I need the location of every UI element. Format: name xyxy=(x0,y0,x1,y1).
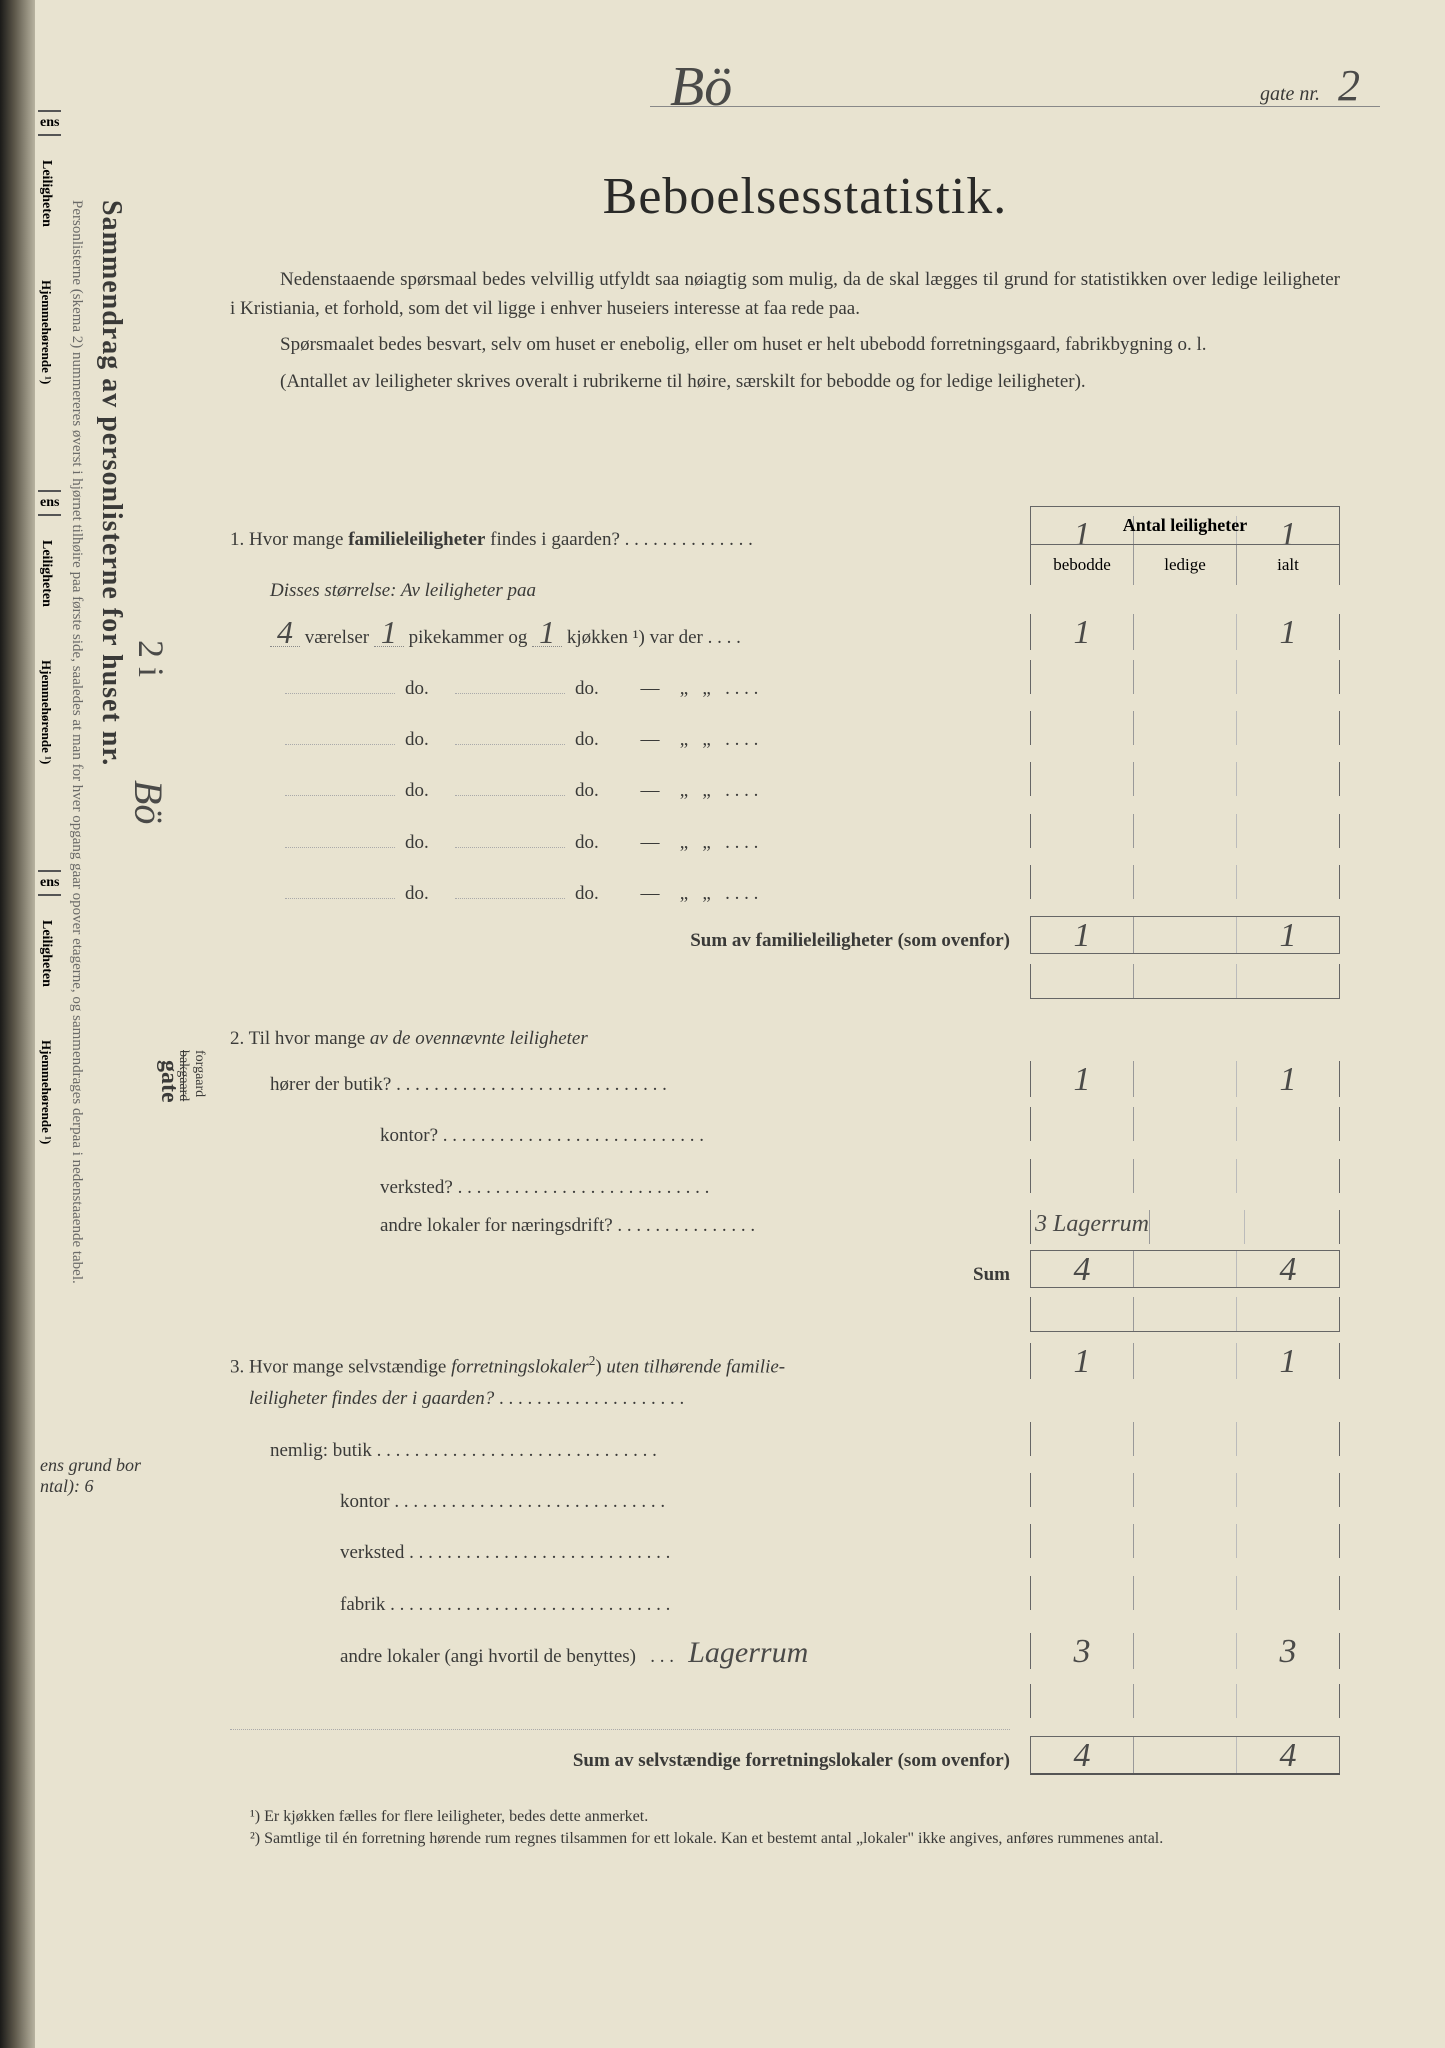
q3-sum: Sum av selvstændige forretningslokaler (… xyxy=(230,1736,1380,1777)
q1-size-text: 4 værelser 1 pikekammer og 1 kjøkken ¹) … xyxy=(230,618,1030,654)
q2-sum-i: 4 xyxy=(1237,1251,1340,1287)
do-row-5: do.do.— „ „ . . . . xyxy=(230,865,1380,910)
left-label-leil-1: Leiligheten xyxy=(38,160,54,227)
hw-vaerelser: 4 xyxy=(270,618,300,648)
q1-size-row: 4 værelser 1 pikekammer og 1 kjøkken ¹) … xyxy=(230,614,1380,654)
gap-2 xyxy=(230,1297,1380,1337)
handwritten-house-nr: 2 i xyxy=(130,640,172,677)
q2-andre-ans: 3 Lagerrum xyxy=(1031,1210,1150,1244)
col-ialt: ialt xyxy=(1237,545,1339,585)
do-row-3: do.do.— „ „ . . . . xyxy=(230,762,1380,807)
q3-i: 1 xyxy=(1237,1343,1340,1379)
handwritten-street: Bö xyxy=(670,55,732,119)
gap-1 xyxy=(230,964,1380,1004)
q1-sum-b: 1 xyxy=(1031,917,1134,953)
q3-butik: nemlig: butik . . . . . . . . . . . . . … xyxy=(230,1422,1380,1467)
footnote-2: ²) Samtlige til én forretning hørende ru… xyxy=(250,1830,1340,1848)
header-line: Bö gate nr. 2 xyxy=(650,80,1380,107)
q1-text: 1. Hvor mange familieleiligheter findes … xyxy=(230,524,1030,556)
left-label-ens: ens xyxy=(38,110,61,136)
forgaard-label: forgaard xyxy=(192,1050,207,1097)
do-row-1: do.do.— „ „ . . . . xyxy=(230,660,1380,705)
intro-p3: (Antallet av leiligheter skrives overalt… xyxy=(230,368,1340,397)
col-bebodde: bebodde xyxy=(1031,545,1134,585)
q1-sum-i: 1 xyxy=(1237,917,1340,953)
q3-andre: andre lokaler (angi hvortil de benyttes)… xyxy=(230,1627,1380,1678)
gate-nr-label: gate nr. xyxy=(1260,83,1320,105)
left-label-ens-3: ens xyxy=(38,870,61,896)
q3-blank xyxy=(230,1684,1380,1730)
hw-kjokken: 1 xyxy=(532,618,562,648)
left-label-hjemme-1: Hjemmehørende ¹) xyxy=(38,280,54,384)
footnotes: ¹) Er kjøkken fælles for flere leilighet… xyxy=(230,1808,1380,1848)
handwritten-nr: 2 xyxy=(1338,60,1360,111)
intro-p1: Nedenstaaende spørsmaal bedes velvillig … xyxy=(230,266,1340,323)
footnote-1: ¹) Er kjøkken fælles for flere leilighet… xyxy=(250,1808,1340,1826)
page-title: Beboelsesstatistik. xyxy=(230,167,1380,226)
q3-row: 3. Hvor mange selvstændige forretningslo… xyxy=(230,1343,1380,1416)
left-label-ens-2: ens xyxy=(38,490,61,516)
grund-line: ens grund bor xyxy=(40,1455,141,1476)
q2-sum: Sum 4 4 xyxy=(230,1250,1380,1291)
left-label-hjemme-2: Hjemmehørende ¹) xyxy=(38,660,54,764)
vertical-heading: Sammendrag av personlisterne for huset n… xyxy=(95,200,127,766)
vertical-subtext: Personlisterne (skema 2) nummereres øver… xyxy=(68,200,85,1284)
q1-sum-label: Sum av familieleiligheter (som ovenfor) xyxy=(230,925,1030,957)
col-ledige: ledige xyxy=(1134,545,1237,585)
table-header: Antal leiligheter bebodde ledige ialt xyxy=(1030,506,1340,585)
q3-kontor: kontor . . . . . . . . . . . . . . . . .… xyxy=(230,1473,1380,1518)
q2-sum-label: Sum xyxy=(230,1259,1030,1291)
table-wrapper: Antal leiligheter bebodde ledige ialt 1.… xyxy=(230,516,1380,1778)
do-row-4: do.do.— „ „ . . . . xyxy=(230,814,1380,859)
q3-b: 1 xyxy=(1031,1343,1134,1379)
q2-sum-b: 4 xyxy=(1031,1251,1134,1287)
intro-p2: Spørsmaalet bedes besvart, selv om huset… xyxy=(230,331,1340,360)
q2-andre: andre lokaler for næringsdrift? . . . . … xyxy=(230,1210,1380,1244)
q3-andre-b: 3 xyxy=(1031,1633,1134,1669)
q2-butik-b: 1 xyxy=(1031,1061,1134,1097)
q3-andre-ans: Lagerrum xyxy=(688,1636,808,1669)
q3-verksted: verksted . . . . . . . . . . . . . . . .… xyxy=(230,1524,1380,1569)
left-label-hjemme-3: Hjemmehørende ¹) xyxy=(38,1040,54,1144)
q2-butik: hører der butik? . . . . . . . . . . . .… xyxy=(230,1061,1380,1101)
intro-text: Nedenstaaende spørsmaal bedes velvillig … xyxy=(230,266,1380,396)
grund-bor-text: ens grund bor ntal): 6 xyxy=(40,1455,141,1497)
q3-fabrik: fabrik . . . . . . . . . . . . . . . . .… xyxy=(230,1576,1380,1621)
q1r-ialt: 1 xyxy=(1237,614,1340,650)
q3-sum-b: 4 xyxy=(1031,1737,1134,1773)
table-header-cols: bebodde ledige ialt xyxy=(1031,545,1339,585)
q1-size-cells: 1 1 xyxy=(1030,614,1340,650)
q1-sub-text: Disses størrelse: Av leiligheter paa xyxy=(230,575,1030,607)
q3-andre-i: 3 xyxy=(1237,1633,1340,1669)
handwritten-street-left: Bö xyxy=(125,780,172,824)
gaard-labels: forgaard bakgaard xyxy=(175,1050,207,1101)
left-label-leil-2: Leiligheten xyxy=(38,540,54,607)
left-label-leil-3: Leiligheten xyxy=(38,920,54,987)
q2-kontor: kontor? . . . . . . . . . . . . . . . . … xyxy=(230,1107,1380,1152)
ntal-line: ntal): 6 xyxy=(40,1476,141,1497)
q2-row: 2. Til hvor mange av de ovennævnte leili… xyxy=(230,1010,1380,1055)
q3-sum-i: 4 xyxy=(1237,1737,1340,1773)
questions: 1. Hvor mange familieleiligheter findes … xyxy=(230,516,1380,1778)
q1-sum-row: Sum av familieleiligheter (som ovenfor) … xyxy=(230,916,1380,957)
main-content: Bö gate nr. 2 Beboelsesstatistik. Nedens… xyxy=(230,80,1380,1852)
do-row-2: do.do.— „ „ . . . . xyxy=(230,711,1380,756)
book-binding xyxy=(0,0,35,2048)
q1r-bebodde: 1 xyxy=(1031,614,1134,650)
document-page: ens Leiligheten Hjemmehørende ¹) ens Lei… xyxy=(0,0,1445,2048)
hw-pikekammer: 1 xyxy=(374,618,404,648)
q2-butik-i: 1 xyxy=(1237,1061,1340,1097)
q2-verksted: verksted? . . . . . . . . . . . . . . . … xyxy=(230,1159,1380,1204)
bakgaard-label: bakgaard xyxy=(176,1050,191,1101)
table-header-title: Antal leiligheter xyxy=(1031,507,1339,545)
